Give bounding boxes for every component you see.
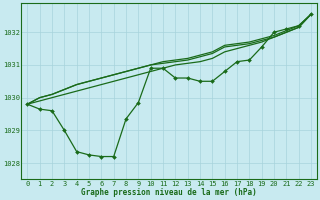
X-axis label: Graphe pression niveau de la mer (hPa): Graphe pression niveau de la mer (hPa) bbox=[81, 188, 257, 197]
